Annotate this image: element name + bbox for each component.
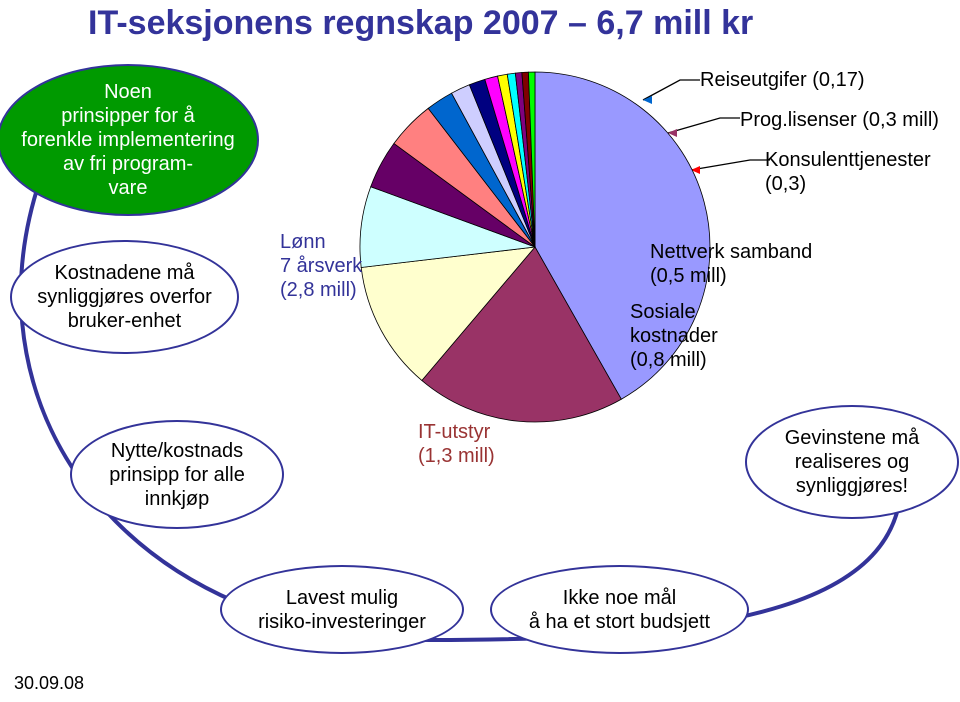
label-reise: Reiseutgifer (0,17) [700, 68, 865, 92]
bubble-ikke: Ikke noe mål å ha et stort budsjett [490, 565, 749, 654]
label-nettverk: Nettverk samband (0,5 mill) [650, 240, 812, 288]
footer-date: 30.09.08 [14, 673, 84, 694]
bubble-nytte: Nytte/kostnads prinsipp for alle innkjøp [70, 420, 284, 529]
bubble-principles: Noen prinsipper for å forenkle implement… [0, 65, 258, 215]
page-title: IT-seksjonens regnskap 2007 – 6,7 mill k… [88, 4, 753, 43]
bubble-lavest: Lavest mulig risiko-investeringer [220, 565, 464, 654]
label-konsulent: Konsulenttjenester (0,3) [765, 148, 931, 196]
label-itutstyr: IT-utstyr (1,3 mill) [418, 420, 495, 468]
label-sosiale: Sosiale kostnader (0,8 mill) [630, 300, 718, 372]
label-lisenser: Prog.lisenser (0,3 mill) [740, 108, 939, 132]
bubble-gevinst: Gevinstene må realiseres og synliggjøres… [745, 405, 959, 519]
bubble-kostnader: Kostnadene må synliggjøres overfor bruke… [10, 240, 239, 354]
label-lonn: Lønn 7 årsverk (2,8 mill) [280, 230, 362, 302]
